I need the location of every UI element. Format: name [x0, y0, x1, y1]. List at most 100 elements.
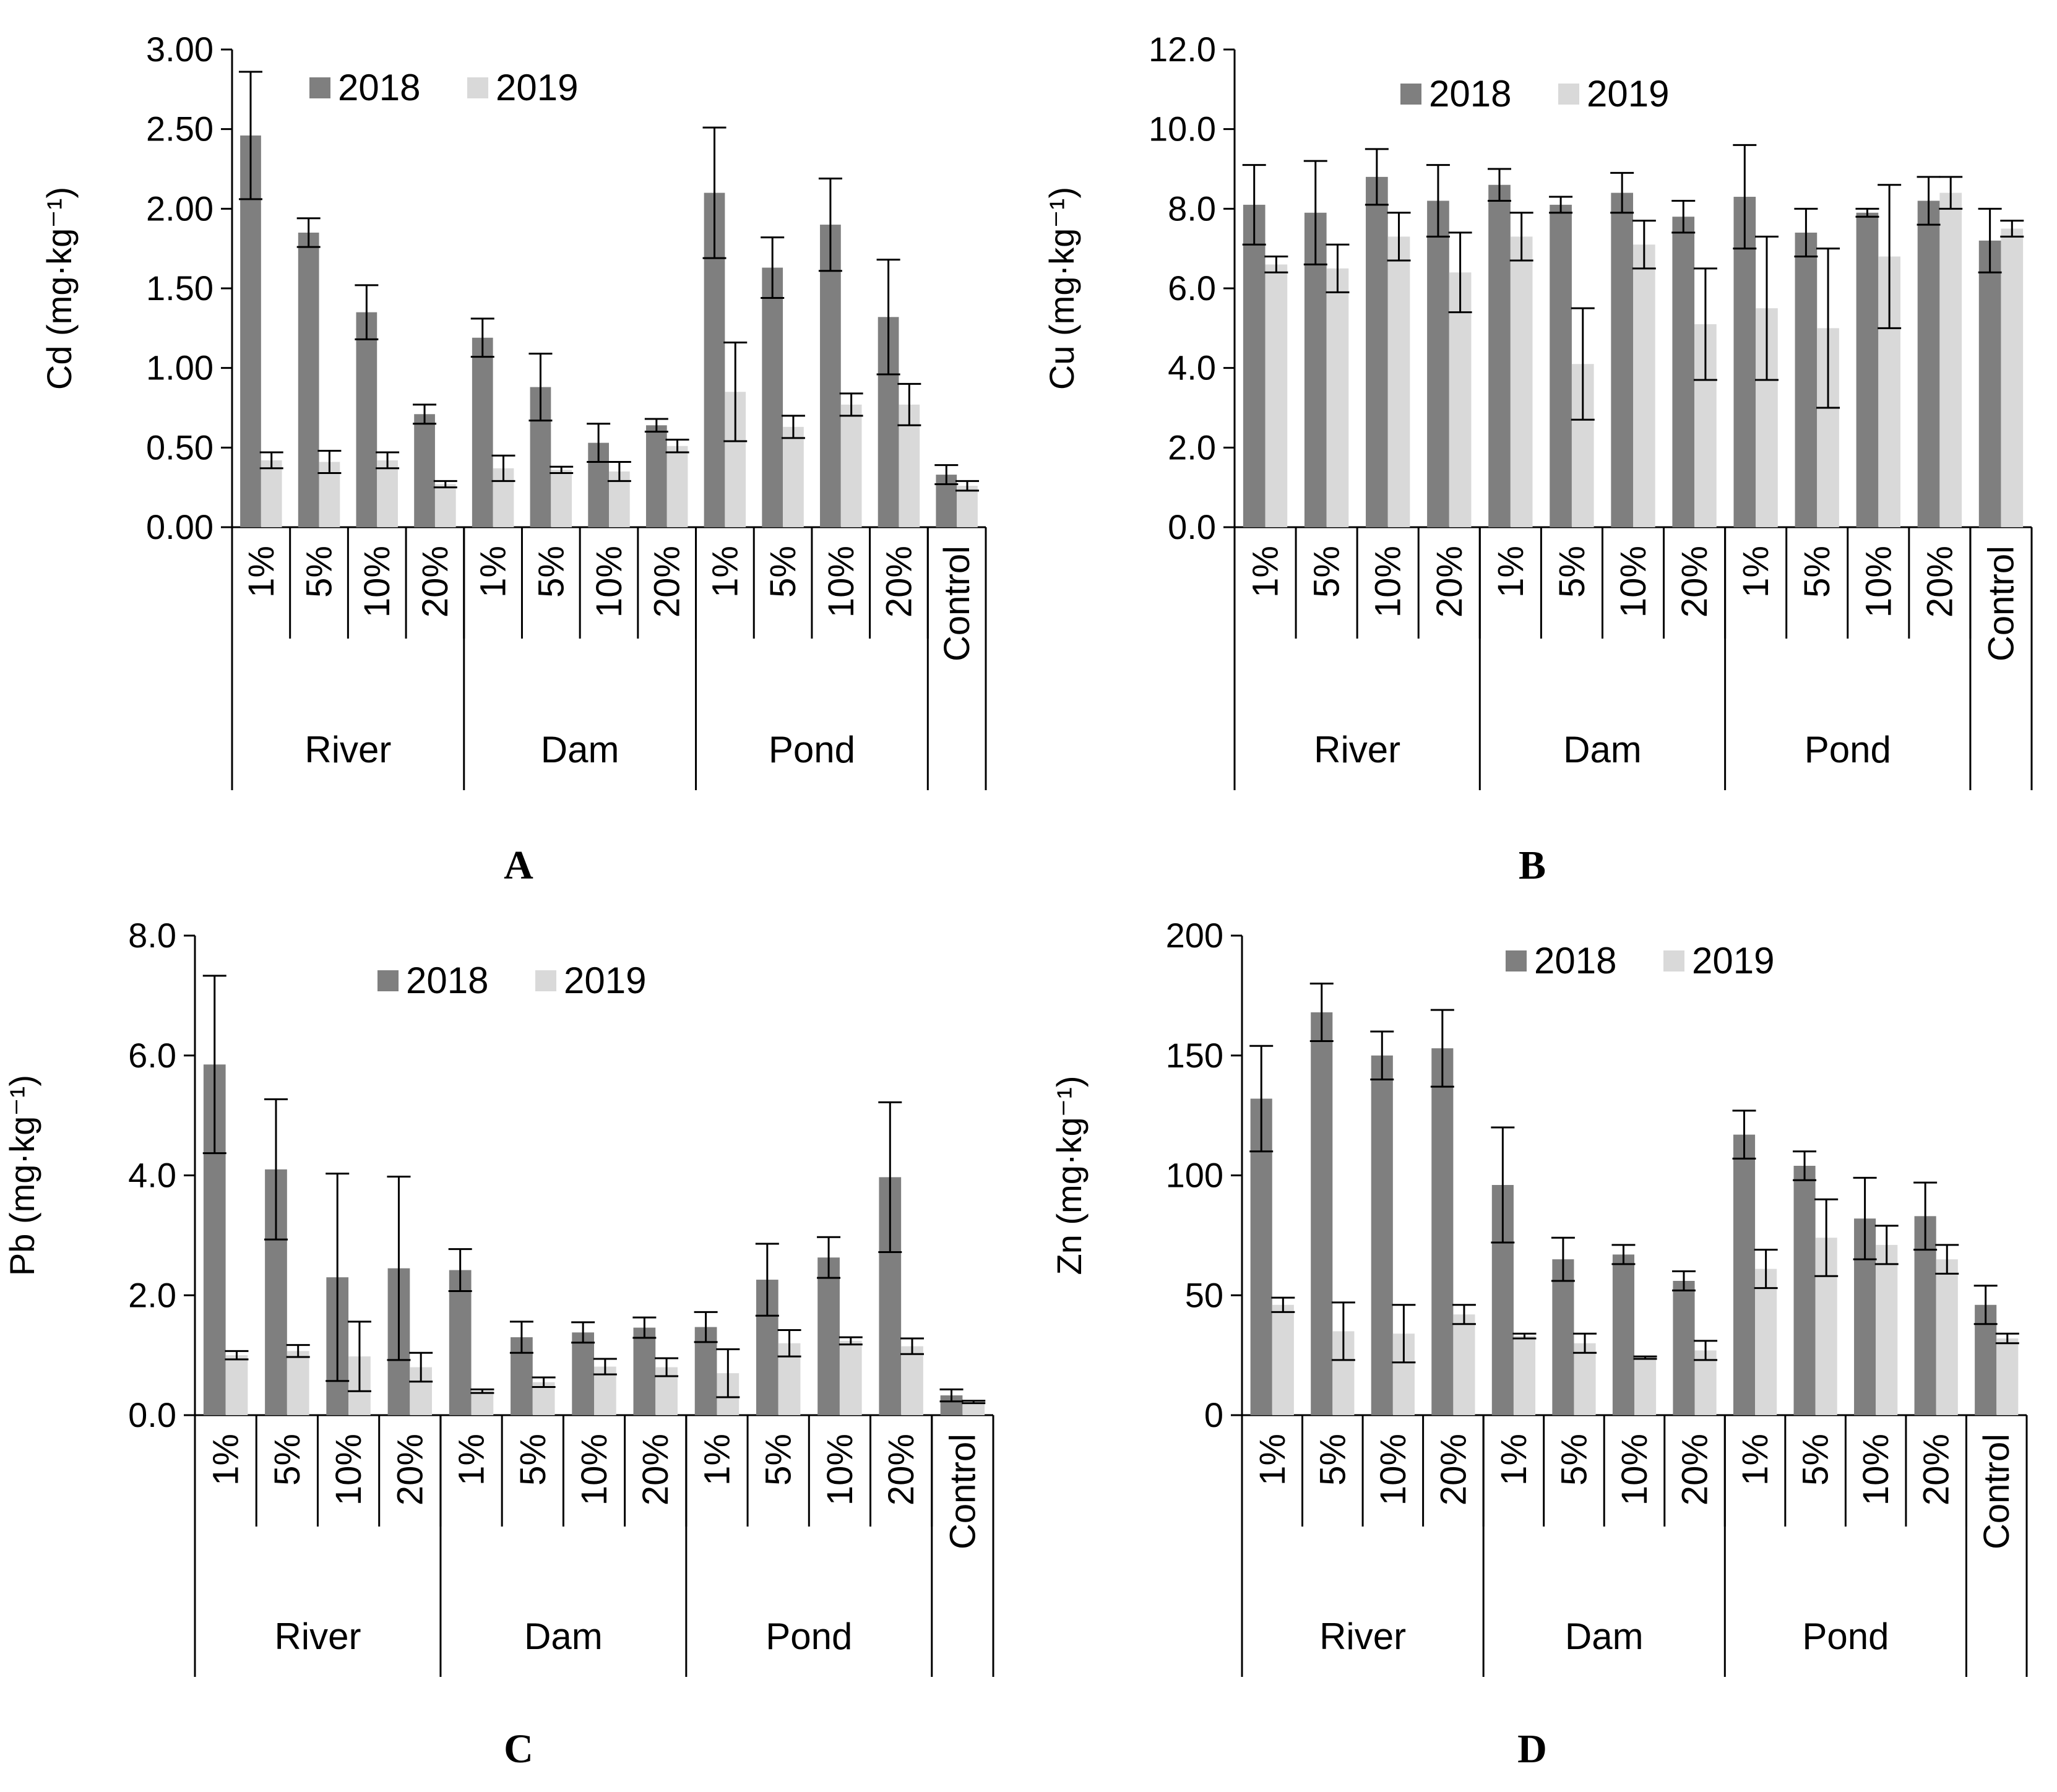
panel-b-y-tick-label: 2.0: [1168, 428, 1216, 467]
panel-d-error-bar-2018: [1309, 983, 1334, 1042]
panel-b-bar-2018: [1672, 217, 1695, 527]
panel-d-error-bar-2018: [1853, 1176, 1877, 1260]
panel-d-legend-label-2019: 2019: [1692, 940, 1774, 981]
panel-a-category-label: Control: [937, 546, 977, 661]
panel-c-y-tick-label: 6.0: [128, 1036, 176, 1075]
panel-b-error-bar-2019: [1264, 256, 1288, 274]
panel-b-legend-swatch-2018: [1400, 84, 1421, 105]
panel-b-category-label: 10%: [1858, 546, 1899, 618]
panel-c-category-label: 20%: [881, 1434, 921, 1506]
panel-d-bar-2019: [1876, 1244, 1898, 1415]
panel-b-category-label: 20%: [1920, 546, 1960, 618]
panel-b-error-bar-2018: [1488, 168, 1512, 202]
panel-a-error-bar-2018: [296, 217, 321, 248]
panel-d-error-bar-2019: [1694, 1340, 1718, 1361]
panel-a-bar-2019: [434, 484, 456, 527]
panel-d-category-label: 5%: [1313, 1434, 1353, 1486]
panel-b-category-label: Control: [1981, 546, 2021, 661]
panel-b-bar-2019: [1387, 236, 1410, 527]
panel-b-bar-2018: [1795, 232, 1818, 527]
panel-a-error-bar-2018: [587, 423, 611, 463]
panel-d-bar-2019: [1513, 1336, 1536, 1415]
panel-b-y-axis-title: Cu (mg·kg⁻¹): [1042, 187, 1081, 390]
panel-c-bar-2018: [633, 1327, 656, 1415]
panel-c-legend-label-2018: 2018: [406, 960, 488, 1001]
panel-d-category-label: 1%: [1253, 1434, 1293, 1486]
panel-c-category-label: 20%: [636, 1434, 676, 1506]
panel-a-bar-2019: [261, 460, 282, 527]
panel-b-category-label: 5%: [1797, 546, 1837, 598]
panel-d-error-bar-2019: [1331, 1301, 1355, 1361]
panel-d-letter: D: [1517, 1726, 1547, 1772]
panel-c-error-bar-2019: [655, 1357, 679, 1377]
panel-a-group-label: Dam: [541, 729, 619, 770]
panel-c-category-label: 20%: [390, 1434, 430, 1506]
panel-a-error-bar-2019: [955, 480, 980, 492]
panel-c-category-label: 10%: [574, 1434, 615, 1506]
panel-b-error-bar-2019: [1939, 176, 1963, 210]
panel-a-group-label: River: [304, 729, 391, 770]
panel-b-bar-2018: [1366, 176, 1388, 527]
panel-a-category-label: 20%: [415, 546, 455, 618]
panel-d-error-bar-2019: [1814, 1198, 1839, 1277]
panel-b-category-label: 10%: [1613, 546, 1654, 618]
panel-c-error-bar-2018: [326, 1173, 350, 1382]
panel-d-bar-2019: [1996, 1338, 2019, 1415]
panel-b-error-bar-2019: [2000, 220, 2024, 238]
panel-b-bar-2018: [1427, 200, 1449, 527]
panel-a-category-label: 1%: [705, 546, 745, 598]
panel-a-category-label: 5%: [531, 546, 571, 598]
panel-a-group-label: Pond: [769, 729, 855, 770]
panel-b-category-label: 1%: [1736, 546, 1776, 598]
panel-b-bar-2019: [1939, 192, 1962, 528]
panel-a-y-tick-label: 2.00: [146, 189, 213, 228]
panel-b-bar-2019: [1510, 236, 1533, 527]
panel-d-bar-2018: [1612, 1254, 1634, 1415]
panel-c-legend-swatch-2019: [535, 970, 556, 991]
panel-d-y-tick-label: 200: [1166, 916, 1223, 955]
panel-b-bar-2018: [1611, 192, 1633, 528]
panel-b-bar-2019: [1265, 264, 1288, 527]
panel-d-category-label: 1%: [1494, 1434, 1534, 1486]
panel-b-error-bar-2018: [1855, 207, 1879, 218]
panel-d-legend-swatch-2018: [1506, 950, 1527, 971]
panel-c-bar-2019: [839, 1340, 862, 1415]
panel-a-error-bar-2018: [702, 126, 727, 259]
panel-a-category-label: 1%: [241, 546, 282, 598]
panel-b-bar-2019: [1633, 244, 1655, 527]
panel-c-error-bar-2019: [225, 1350, 249, 1361]
panel-d-bar-2018: [1733, 1134, 1756, 1415]
panel-b-error-bar-2018: [1978, 207, 2002, 274]
panel-d-category-label: 10%: [1856, 1434, 1896, 1506]
panel-a-category-label: 10%: [589, 546, 629, 618]
panel-a-y-tick-label: 0.50: [146, 428, 213, 467]
panel-b-error-bar-2018: [1303, 160, 1327, 265]
panel-c-group-label: Dam: [524, 1616, 603, 1657]
panel-c-category-label: 5%: [267, 1434, 308, 1486]
panel-b-group-label: River: [1314, 729, 1400, 770]
panel-c-error-bar-2018: [939, 1388, 964, 1403]
panel-a-bar-2018: [356, 312, 377, 527]
panel-c-category-label: 1%: [697, 1434, 737, 1486]
panel-b-legend: 2018 2019: [1400, 73, 1669, 114]
panel-b-legend-label-2018: 2018: [1429, 73, 1511, 114]
panel-d-error-bar-2018: [1611, 1244, 1636, 1265]
panel-d-error-bar-2019: [1271, 1296, 1295, 1313]
panel-c-error-bar-2019: [716, 1348, 740, 1398]
panel-d-y-tick-label: 0: [1204, 1395, 1223, 1434]
panel-d-category-label: 20%: [1433, 1434, 1473, 1506]
panel-c-bar-2019: [225, 1355, 248, 1415]
panel-c-error-bar-2018: [448, 1248, 472, 1292]
panel-a-error-bar-2019: [491, 454, 515, 482]
panel-a-bar-2019: [377, 460, 398, 527]
panel-d-bar-2018: [1311, 1012, 1333, 1415]
panel-c-error-bar-2018: [509, 1320, 533, 1354]
panel-b-error-bar-2018: [1242, 164, 1266, 246]
panel-b-bar-2018: [1488, 184, 1511, 527]
panel-a-error-bar-2018: [355, 284, 379, 340]
panel-d-group-label: Pond: [1802, 1616, 1889, 1657]
panel-a: 0.00 0.50 1.00 1.50 2.00 2.50 3.00 Cd (mg·kg⁻¹)…: [40, 30, 987, 888]
panel-c-error-bar-2019: [470, 1388, 494, 1394]
panel-a-bar-2019: [957, 486, 978, 527]
